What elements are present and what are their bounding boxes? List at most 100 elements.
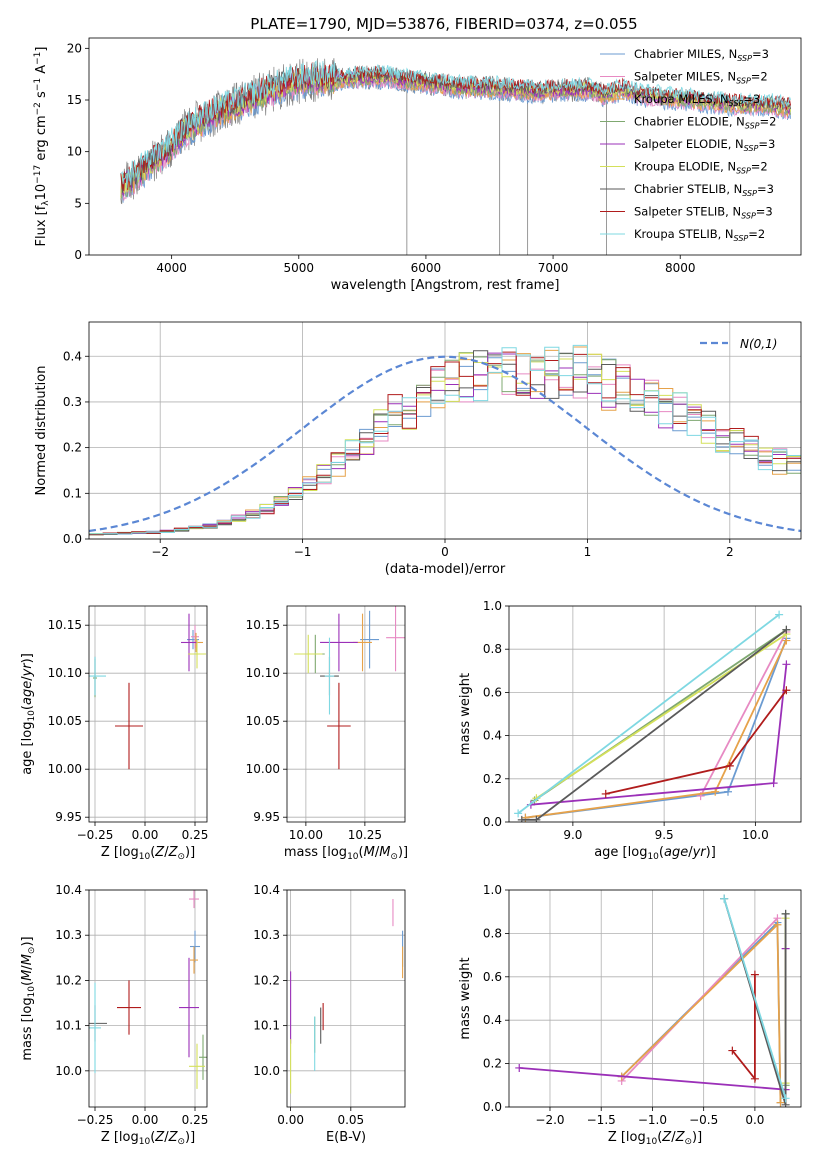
panel-residual-histogram: −2 −1 0 1 2 0.0 0.1 0.2 0.3 0.4 N(0,1) (data-model)… — [34, 321, 802, 577]
y-tick-label: 10.00 — [246, 762, 280, 776]
weight-line-kroupa-stelib — [517, 613, 780, 815]
y-axis-label-part: 10 — [34, 184, 49, 201]
y-tick-label: 10.15 — [48, 618, 82, 632]
y-axis-label-part: ( — [20, 705, 35, 710]
x-tick-label: 1 — [584, 545, 592, 559]
x-axis-label-part: Z — [661, 1130, 672, 1145]
x-axis-label-part: ( — [150, 1130, 155, 1145]
y-tick-label: 10.05 — [48, 714, 82, 728]
x-axis-label-part: ⊙ — [684, 1137, 692, 1147]
panel-mass-weight-vs-age: 9.0 9.5 10.0 0.0 0.2 0.4 0.6 0.8 1.0 age [log10(a… — [458, 599, 802, 862]
x-axis-label: wavelength [Angstrom, rest frame] — [331, 278, 560, 293]
weight-marker — [725, 761, 734, 770]
y-axis-label-part: 10 — [27, 986, 37, 998]
weight-marker — [773, 920, 782, 929]
y-axis-label-part: M — [20, 954, 35, 965]
y-tick-label: 10.00 — [48, 762, 82, 776]
x-axis-label: Z [log10(Z/Z⊙)] — [608, 1130, 702, 1147]
weight-marker — [750, 1074, 759, 1083]
legend-sub: SSP — [745, 122, 760, 131]
legend-entry: Chabrier ELODIE, NSSP=2 — [634, 115, 776, 131]
weight-marker — [775, 610, 784, 619]
x-tick-label: 0.25 — [182, 1113, 209, 1127]
y-axis-label-part: −17 — [33, 165, 43, 184]
y-axis-label-part: −1 — [33, 78, 43, 91]
x-axis-label-part: 10 — [647, 852, 659, 862]
weight-marker — [514, 809, 523, 818]
x-tick-label: 10.25 — [348, 828, 382, 842]
x-tick-label: 0.25 — [182, 828, 209, 842]
legend-tail: =2 — [751, 70, 768, 84]
legend-label: Kroupa ELODIE, N — [634, 160, 736, 174]
legend-tail: =2 — [751, 160, 768, 174]
x-axis-label-part: ⊙ — [177, 1137, 185, 1147]
axes-frame — [88, 321, 802, 540]
y-tick-label: 0.2 — [483, 772, 502, 786]
x-tick-label: −2 — [151, 545, 169, 559]
y-tick-label: 0 — [74, 248, 82, 262]
x-tick-label: 0.00 — [132, 828, 159, 842]
x-axis-label-part: 10 — [646, 1137, 658, 1147]
y-tick-label: 1.0 — [483, 883, 502, 897]
y-tick-label: 0.3 — [63, 395, 82, 409]
x-axis-label-part: ( — [657, 1130, 662, 1145]
x-axis-label-part: Z [log — [608, 1130, 646, 1145]
legend-label: Salpeter ELODIE, N — [634, 137, 744, 151]
y-axis-label-part: age — [20, 681, 35, 705]
x-tick-label: −1.5 — [587, 1113, 616, 1127]
y-axis-label-part: A — [34, 65, 49, 78]
weight-marker — [782, 660, 791, 669]
y-tick-label: 10.1 — [253, 1019, 280, 1033]
y-tick-label: 10.4 — [55, 883, 82, 897]
weight-marker — [750, 970, 759, 979]
panel-spectrum: 4000 5000 6000 7000 8000 0 5 10 15 20 Chabrier MIL… — [33, 37, 802, 293]
y-tick-label: 0.8 — [483, 642, 502, 656]
legend-sub: SSP — [737, 54, 752, 63]
legend-label: Chabrier ELODIE, N — [634, 115, 745, 129]
y-tick-label: 10.3 — [253, 928, 280, 942]
y-tick-label: 10 — [67, 145, 82, 159]
panel-mass-weight-vs-Z: −2.0 −1.5 −1.0 −0.5 0.0 0.0 0.2 0.4 0.6 0.8 1.0 Z [… — [458, 883, 802, 1147]
legend-sub: SSP — [736, 77, 751, 86]
x-tick-label: 9.0 — [563, 828, 582, 842]
x-tick-label: 5000 — [284, 261, 315, 275]
weight-marker — [728, 1046, 737, 1055]
y-axis-label: Flux [fλ10−17 erg cm−2 s−1 A−1] — [33, 47, 51, 247]
x-axis-label-part: )] — [185, 1130, 195, 1145]
y-tick-label: 10.15 — [246, 618, 280, 632]
x-axis-label: E(B-V) — [326, 1130, 366, 1145]
axes-frame — [88, 889, 208, 1108]
panel-age-vs-mass: 10.00 10.25 9.95 10.00 10.05 10.10 10.15 mass [… — [246, 605, 408, 862]
y-tick-label: 0.6 — [483, 970, 502, 984]
y-tick-label: 15 — [67, 93, 82, 107]
y-tick-label: 10.10 — [246, 666, 280, 680]
weight-marker — [782, 686, 791, 695]
x-tick-label: 9.5 — [655, 828, 674, 842]
x-axis-label-part: (data-model)/error — [385, 562, 506, 577]
axes-frame — [88, 37, 802, 256]
y-axis-label-part: )] — [20, 653, 35, 663]
legend-label: Kroupa STELIB, N — [634, 227, 734, 241]
plot-area — [514, 610, 791, 822]
y-tick-label: 10.05 — [246, 714, 280, 728]
weight-marker — [781, 909, 790, 918]
x-axis-label-part: Z — [154, 1130, 165, 1145]
weight-marker — [781, 1094, 790, 1103]
plot-area — [89, 890, 207, 1089]
y-tick-label: 20 — [67, 41, 82, 55]
x-tick-label: 6000 — [411, 261, 442, 275]
x-axis-label-part: 10 — [139, 852, 151, 862]
gaussian-legend-label: N(0,1) — [740, 337, 777, 351]
y-axis-label-part: 10 — [27, 710, 37, 722]
model-spectrum-kroupa-elodie — [120, 66, 791, 198]
legend-tail: =3 — [757, 182, 774, 196]
legend-tail: =2 — [760, 115, 777, 129]
weight-marker — [724, 787, 732, 796]
x-axis-label-part: / — [375, 845, 380, 860]
x-axis-label-part: age — [664, 845, 688, 860]
plot-area — [294, 606, 405, 770]
x-axis-label-part: M — [364, 845, 375, 860]
x-tick-label: 0.0 — [745, 1113, 764, 1127]
x-tick-label: −0.25 — [77, 828, 114, 842]
